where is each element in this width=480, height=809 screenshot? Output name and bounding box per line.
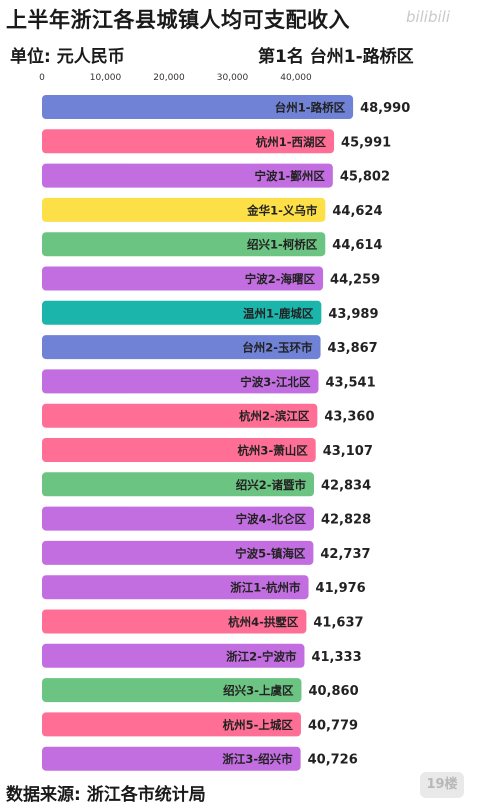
- bar: [42, 438, 316, 462]
- bar-category-label: 宁波1-鄞州区: [255, 169, 326, 183]
- bar: [42, 95, 354, 119]
- bar: [42, 403, 318, 428]
- x-tick-label: 40,000: [280, 73, 312, 83]
- rank-note: 第1名 台州1-路桥区: [258, 47, 414, 67]
- bar-category-label: 杭州1-西湖区: [256, 135, 327, 149]
- bar-value-label: 45,991: [341, 135, 391, 150]
- bar-category-label: 台州1-路桥区: [275, 101, 346, 115]
- chart-title: 上半年浙江各县城镇人均可支配收入: [6, 8, 350, 32]
- bar-category-label: 杭州4-拱墅区: [228, 615, 299, 629]
- x-tick-label: 20,000: [153, 73, 185, 83]
- bar-category-label: 宁波5-镇海区: [235, 546, 306, 560]
- bar-value-label: 40,779: [308, 718, 358, 733]
- bar-value-label: 42,834: [321, 478, 371, 493]
- bar-value-label: 45,802: [340, 170, 390, 185]
- source-note: 数据来源: 浙江各市统计局: [6, 785, 206, 805]
- bar-value-label: 42,737: [320, 547, 370, 562]
- bar-value-label: 43,867: [328, 341, 378, 356]
- bar-value-label: 43,107: [323, 444, 373, 459]
- bar-value-label: 44,614: [332, 238, 382, 253]
- bar: [42, 712, 301, 737]
- corner-logo: 19楼: [420, 772, 464, 798]
- bar-value-label: 41,976: [316, 581, 366, 596]
- bar-category-label: 金华1-义乌市: [246, 203, 318, 217]
- bar-value-label: 40,726: [308, 753, 358, 768]
- bar-value-label: 43,360: [324, 410, 374, 425]
- bar: [42, 266, 324, 291]
- x-tick-label: 0: [39, 73, 45, 83]
- bar: [42, 369, 319, 394]
- bar-category-label: 温州1-鹿城区: [243, 306, 314, 320]
- bar-value-label: 42,828: [321, 513, 371, 528]
- x-tick-label: 10,000: [90, 73, 122, 83]
- bar-value-label: 41,637: [313, 616, 363, 631]
- bar: [42, 540, 314, 565]
- bar-value-label: 41,333: [311, 650, 361, 665]
- bar: [42, 232, 326, 257]
- bar-category-label: 宁波2-海曙区: [245, 272, 316, 286]
- bar-category-label: 宁波4-北仑区: [236, 512, 307, 526]
- bar-category-label: 浙江2-宁波市: [226, 649, 297, 663]
- bar-category-label: 浙江1-杭州市: [230, 581, 301, 595]
- bar: [42, 678, 302, 703]
- bar-category-label: 杭州3-萧山区: [237, 444, 308, 458]
- bar-value-label: 44,624: [332, 204, 382, 219]
- bar-category-label: 台州2-玉环市: [242, 341, 313, 355]
- bar-category-label: 绍兴1-柯桥区: [247, 238, 318, 252]
- bar: [42, 575, 309, 600]
- bar: [42, 746, 301, 771]
- bar-category-label: 浙江3-绍兴市: [222, 752, 293, 766]
- bar-category-label: 杭州5-上城区: [223, 718, 294, 732]
- bar-value-label: 48,990: [360, 101, 410, 116]
- bar: [42, 609, 307, 634]
- bar: [42, 472, 314, 497]
- x-tick-label: 30,000: [217, 73, 249, 83]
- bar-value-label: 43,989: [328, 307, 378, 322]
- bar: [42, 643, 305, 668]
- bar: [42, 163, 333, 188]
- bar-value-label: 40,860: [308, 684, 358, 699]
- bar-category-label: 绍兴2-诸暨市: [236, 478, 307, 492]
- bar: [42, 197, 326, 222]
- bar: [42, 506, 314, 531]
- bar-category-label: 宁波3-江北区: [240, 375, 311, 389]
- bar-value-label: 43,541: [325, 375, 375, 390]
- watermark: bilibili: [405, 8, 450, 26]
- bar: [42, 335, 321, 360]
- bar: [42, 129, 335, 154]
- bar-value-label: 44,259: [330, 273, 380, 288]
- bar-category-label: 杭州2-滨江区: [239, 409, 310, 423]
- unit-label: 单位: 元人民币: [10, 47, 125, 67]
- bar-category-label: 绍兴3-上虞区: [223, 684, 294, 698]
- bar: [42, 300, 322, 325]
